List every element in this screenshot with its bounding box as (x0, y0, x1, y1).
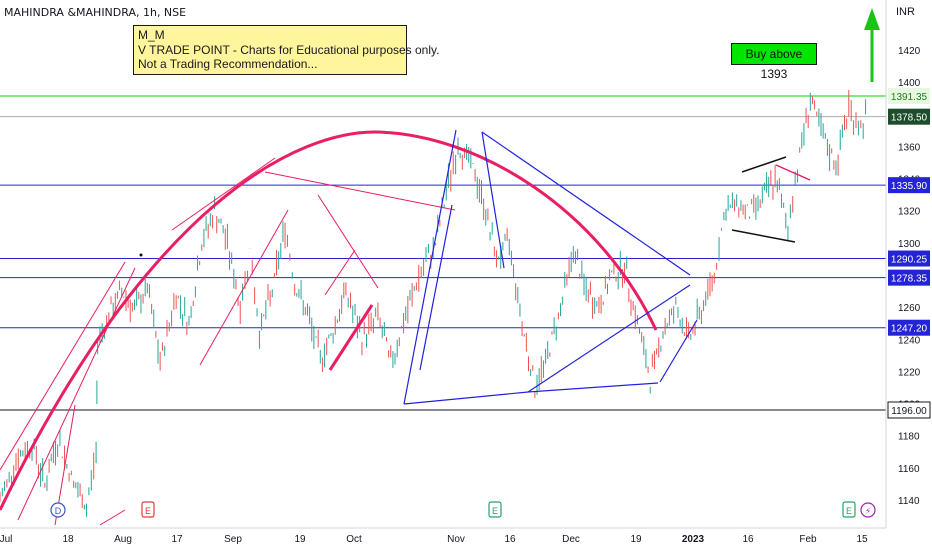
channel-line-2 (17, 267, 136, 521)
x-tick-label: Feb (799, 534, 817, 545)
price-label-text: 1378.50 (891, 113, 928, 124)
price-label: 1247.20 (888, 319, 930, 336)
blue-trend-5 (481, 131, 691, 276)
y-tick-label: 1140 (898, 496, 920, 507)
svg-text:E: E (492, 506, 498, 516)
blue-trend-4 (481, 131, 505, 269)
earnings-badge-1: E (141, 501, 155, 518)
event-badges: D E E E ⚡ (50, 501, 876, 518)
blue-trend-1 (403, 129, 457, 405)
split-badge: ⚡ (860, 502, 876, 518)
y-tick-label: 1300 (898, 239, 921, 250)
price-label-text: 1196.00 (891, 406, 927, 417)
price-label: 1278.35 (888, 269, 930, 286)
y-tick-label: 1320 (898, 207, 921, 218)
black-trend-2 (731, 229, 796, 243)
price-label: 1290.25 (888, 250, 930, 267)
marker-dot (139, 253, 143, 257)
price-label-text: 1335.90 (891, 181, 928, 192)
black-trend-1 (741, 156, 787, 173)
svg-text:D: D (55, 506, 62, 516)
dividend-badge: D (50, 502, 66, 518)
horizontal-levels (0, 95, 886, 411)
note-line-1: M_M (138, 28, 165, 42)
x-tick-label: 16 (742, 534, 754, 545)
blue-trend-7 (527, 382, 659, 393)
y-tick-label: 1260 (898, 303, 921, 314)
x-tick-label: 2023 (682, 534, 705, 545)
disclaimer-note[interactable]: M_M V TRADE POINT - Charts for Education… (133, 25, 440, 75)
y-tick-label: 1420 (898, 46, 921, 57)
y-tick-label: 1220 (898, 367, 921, 378)
price-label-text: 1290.25 (891, 255, 928, 266)
x-tick-label: 19 (630, 534, 642, 545)
price-label: 1378.50 (888, 108, 930, 125)
buy-callout[interactable]: Buy above 1393 (731, 43, 817, 81)
red-trend-5 (328, 304, 374, 371)
x-axis: Jul 18 Aug 17 Sep 19 Oct Nov 16 Dec 19 2023 16 Feb 15 (0, 527, 886, 545)
red-trend-4 (317, 194, 379, 289)
red-trend-2 (199, 209, 289, 366)
y-tick-label: 1400 (898, 78, 921, 89)
x-tick-label: 16 (504, 534, 516, 545)
x-tick-label: 17 (171, 534, 183, 545)
y-tick-label: 1180 (898, 432, 920, 443)
price-labels: 1391.35 1378.50 1335.90 1290.25 1278.35 1247.… (887, 88, 931, 419)
svg-text:⚡: ⚡ (865, 507, 871, 517)
price-label: 1335.90 (888, 177, 930, 194)
x-tick-label: Jul (0, 534, 12, 545)
earnings-badge-2: E (488, 501, 502, 518)
channel-line-1 (0, 261, 126, 471)
x-tick-label: Nov (447, 534, 465, 545)
svg-text:E: E (846, 506, 852, 516)
x-tick-label: 19 (294, 534, 306, 545)
note-line-2: V TRADE POINT - Charts for Educational p… (138, 42, 440, 57)
symbol-title: MAHINDRA &MAHINDRA, 1h, NSE (4, 6, 187, 19)
drawings (0, 129, 811, 526)
blue-trend-3 (403, 391, 529, 405)
blue-trend-6 (527, 284, 691, 393)
note-line-3: Not a Trading Recommendation... (138, 57, 318, 71)
x-tick-label: 18 (62, 534, 74, 545)
price-label: 1391.35 (888, 88, 930, 105)
blue-trend-8 (659, 319, 698, 383)
y-tick-label: 1160 (898, 464, 920, 475)
price-label: 1196.00 (887, 401, 931, 419)
x-tick-label: Dec (562, 534, 580, 545)
channel-line-4 (99, 509, 126, 526)
price-label-text: 1247.20 (891, 324, 928, 335)
rounding-top-arc (0, 130, 658, 511)
x-tick-label: Aug (114, 534, 132, 545)
up-arrow-icon (864, 8, 880, 82)
red-trend-7 (775, 164, 811, 181)
price-label-text: 1391.35 (891, 92, 928, 103)
y-tick-label: 1240 (898, 335, 921, 346)
price-series (0, 89, 867, 517)
x-tick-label: 15 (856, 534, 868, 545)
x-tick-label: Sep (224, 534, 242, 545)
red-trend-3 (264, 171, 456, 211)
currency-label: INR (896, 6, 915, 18)
red-trend-1 (171, 157, 276, 231)
red-trend-6 (324, 249, 356, 296)
y-tick-label: 1360 (898, 142, 921, 153)
blue-trend-2 (419, 204, 453, 371)
earnings-badge-3: E (842, 501, 856, 518)
svg-text:E: E (145, 506, 151, 516)
price-label-text: 1278.35 (891, 274, 928, 285)
x-tick-label: Oct (346, 534, 362, 545)
